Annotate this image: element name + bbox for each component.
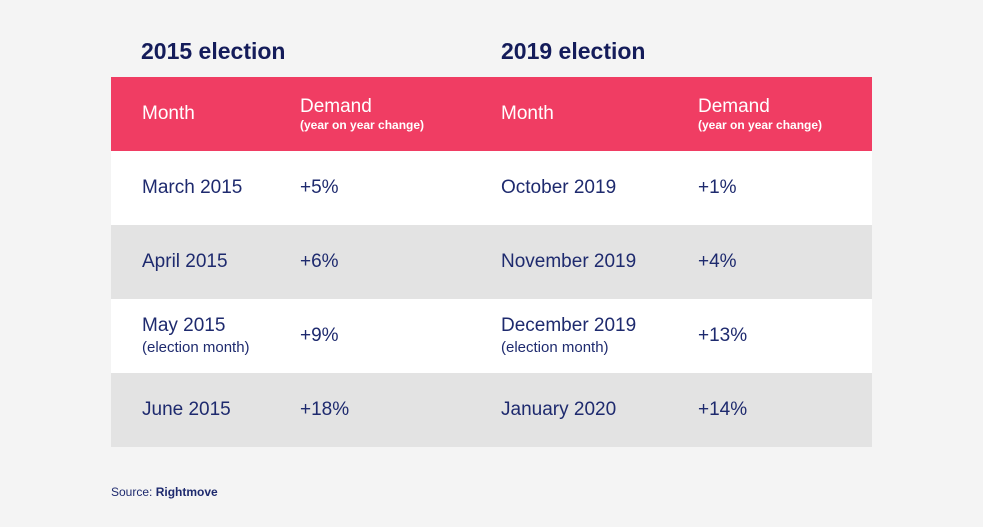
demand-2019-cell: +4% (698, 251, 737, 272)
demand-2019-cell: +14% (698, 399, 748, 420)
demand-2015-cell: +18% (300, 399, 350, 420)
title-2015-election: 2015 election (141, 38, 286, 64)
header-month-2019: Month (501, 103, 554, 124)
table-row: April 2015 +6% November 2019 +4% (111, 225, 872, 299)
month-2015-cell: May 2015 (election month) (142, 315, 250, 356)
demand-2015-cell: +6% (300, 251, 339, 272)
header-demand-2015: Demand (year on year change) (300, 95, 425, 132)
title-2019-election: 2019 election (501, 38, 646, 64)
election-month-note: (election month) (501, 339, 609, 356)
source-name: Rightmove (155, 485, 218, 499)
demand-2019-cell: +1% (698, 177, 737, 198)
month-2019-cell: December 2019 (election month) (501, 315, 637, 356)
election-month-note: (election month) (142, 339, 250, 356)
month-2015-cell: March 2015 (142, 177, 243, 198)
source-label: Source: (111, 485, 153, 499)
comparison-table: Month Demand (year on year change) Month… (111, 77, 872, 447)
table-row: June 2015 +18% January 2020 +14% (111, 373, 872, 447)
month-2015-cell: April 2015 (142, 251, 228, 272)
header-month-2015: Month (142, 103, 195, 124)
table-header: Month Demand (year on year change) Month… (111, 77, 872, 151)
month-2019-cell: January 2020 (501, 399, 617, 420)
table-row: May 2015 (election month) +9% December 2… (111, 299, 872, 373)
month-2019-cell: October 2019 (501, 177, 617, 198)
demand-2015-cell: +5% (300, 177, 339, 198)
header-demand-2019: Demand (year on year change) (698, 95, 823, 132)
demand-2015-cell: +9% (300, 325, 339, 346)
table-row: March 2015 +5% October 2019 +1% (111, 151, 872, 225)
month-2019-cell: November 2019 (501, 251, 637, 272)
source-note: Source: Rightmove (111, 485, 218, 499)
month-2015-cell: June 2015 (142, 399, 231, 420)
demand-2019-cell: +13% (698, 325, 748, 346)
